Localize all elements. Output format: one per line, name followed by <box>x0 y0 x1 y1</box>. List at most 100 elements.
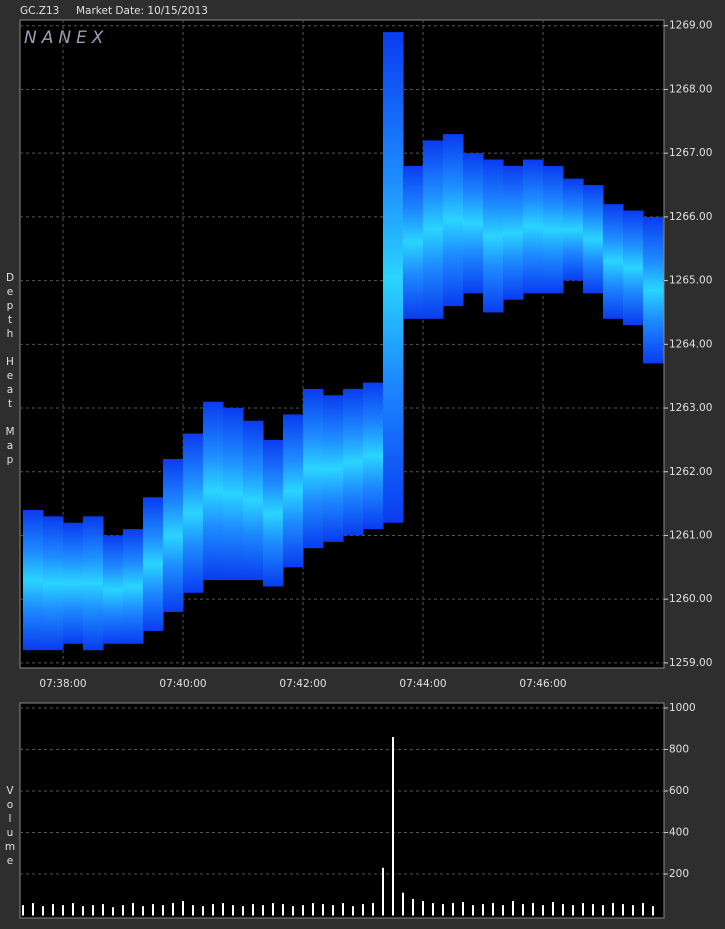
volume-bar <box>522 904 524 916</box>
y-tick-label: 1267.00 <box>669 147 712 159</box>
volume-bar <box>192 905 194 916</box>
heat-column <box>643 216 664 364</box>
y-tick-label: 200 <box>669 868 689 880</box>
volume-bar <box>452 903 454 916</box>
y-tick-label: 1269.00 <box>669 20 712 32</box>
y-tick-label: 600 <box>669 785 689 797</box>
volume-bar <box>432 903 434 916</box>
volume-bar <box>362 904 364 916</box>
volume-bar <box>542 905 544 916</box>
volume-bar <box>492 903 494 916</box>
x-tick-label: 07:42:00 <box>279 678 326 690</box>
volume-bar <box>482 904 484 916</box>
y-tick-label: 400 <box>669 826 689 838</box>
volume-bar <box>102 904 104 916</box>
volume-bar <box>142 906 144 916</box>
heat-column <box>523 159 544 294</box>
volume-bar <box>562 904 564 916</box>
heat-column <box>183 433 204 593</box>
volume-bar <box>52 904 54 916</box>
heat-column <box>283 414 304 568</box>
volume-bar <box>612 903 614 916</box>
volume-bar <box>302 905 304 916</box>
heat-column <box>303 388 324 549</box>
y-tick-label: 800 <box>669 743 689 755</box>
volume-bar <box>602 905 604 916</box>
y-tick-label: 1268.00 <box>669 83 712 95</box>
heat-column <box>203 401 224 581</box>
x-tick-label: 07:40:00 <box>159 678 206 690</box>
volume-bar <box>22 905 24 916</box>
volume-bar <box>322 904 324 916</box>
volume-bar <box>162 905 164 916</box>
volume-bar <box>422 900 424 916</box>
volume-bar <box>622 904 624 916</box>
volume-bar <box>532 903 534 916</box>
heat-column <box>23 509 44 651</box>
volume-bar <box>402 892 404 916</box>
volume-bar <box>572 905 574 916</box>
heat-column <box>343 388 364 536</box>
y-tick-label: 1263.00 <box>669 402 712 414</box>
market-date: Market Date: 10/15/2013 <box>76 5 208 17</box>
volume-bar <box>312 903 314 916</box>
volume-bar <box>462 902 464 916</box>
heat-column <box>163 459 184 612</box>
volume-bar <box>632 905 634 916</box>
volume-bar <box>502 905 504 916</box>
heat-column <box>263 439 284 587</box>
volume-bar <box>42 906 44 916</box>
volume-bar <box>252 904 254 916</box>
volume-bar <box>472 905 474 916</box>
heat-column <box>223 408 244 581</box>
volume-bar <box>272 903 274 916</box>
volume-bar <box>182 900 184 916</box>
volume-bar <box>72 903 74 916</box>
heat-column <box>603 204 624 319</box>
volume-bar <box>332 905 334 916</box>
volume-bar <box>652 906 654 916</box>
heat-column <box>423 140 444 319</box>
y-tick-label: 1265.00 <box>669 275 712 287</box>
heat-column <box>483 159 504 313</box>
volume-bar <box>222 903 224 916</box>
heat-column <box>623 210 644 326</box>
volume-bar <box>152 904 154 916</box>
y-tick-label: 1266.00 <box>669 211 712 223</box>
volume-bar <box>512 900 514 916</box>
volume-bar <box>62 905 64 916</box>
volume-bar <box>202 906 204 916</box>
heat-column <box>143 497 164 632</box>
heat-column <box>583 185 604 294</box>
volume-bar <box>112 907 114 916</box>
x-tick-label: 07:46:00 <box>519 678 566 690</box>
heat-column <box>323 395 344 542</box>
y-tick-label: 1261.00 <box>669 529 712 541</box>
heat-column <box>463 153 484 294</box>
y-tick-label: 1262.00 <box>669 466 712 478</box>
volume-bar <box>352 906 354 916</box>
volume-bar <box>382 867 384 916</box>
heat-column <box>543 165 564 294</box>
heat-column <box>363 382 384 530</box>
volume-bar <box>132 903 134 916</box>
x-tick-label: 07:44:00 <box>399 678 446 690</box>
heat-column <box>383 32 404 523</box>
volume-bar <box>262 905 264 916</box>
y-tick-label: 1000 <box>669 702 696 714</box>
heat-column <box>503 165 524 300</box>
heat-column <box>243 420 264 581</box>
volume-bar <box>172 903 174 916</box>
volume-bar <box>582 903 584 916</box>
y-tick-label: 1259.00 <box>669 657 712 669</box>
heat-column <box>63 522 84 644</box>
heat-column <box>43 516 64 651</box>
volume-bar <box>232 905 234 916</box>
volume-bar <box>32 903 34 916</box>
y-axis-label: Volume <box>4 785 16 869</box>
volume-bar <box>92 905 94 916</box>
volume-bar <box>392 737 394 916</box>
volume-bar <box>642 903 644 916</box>
